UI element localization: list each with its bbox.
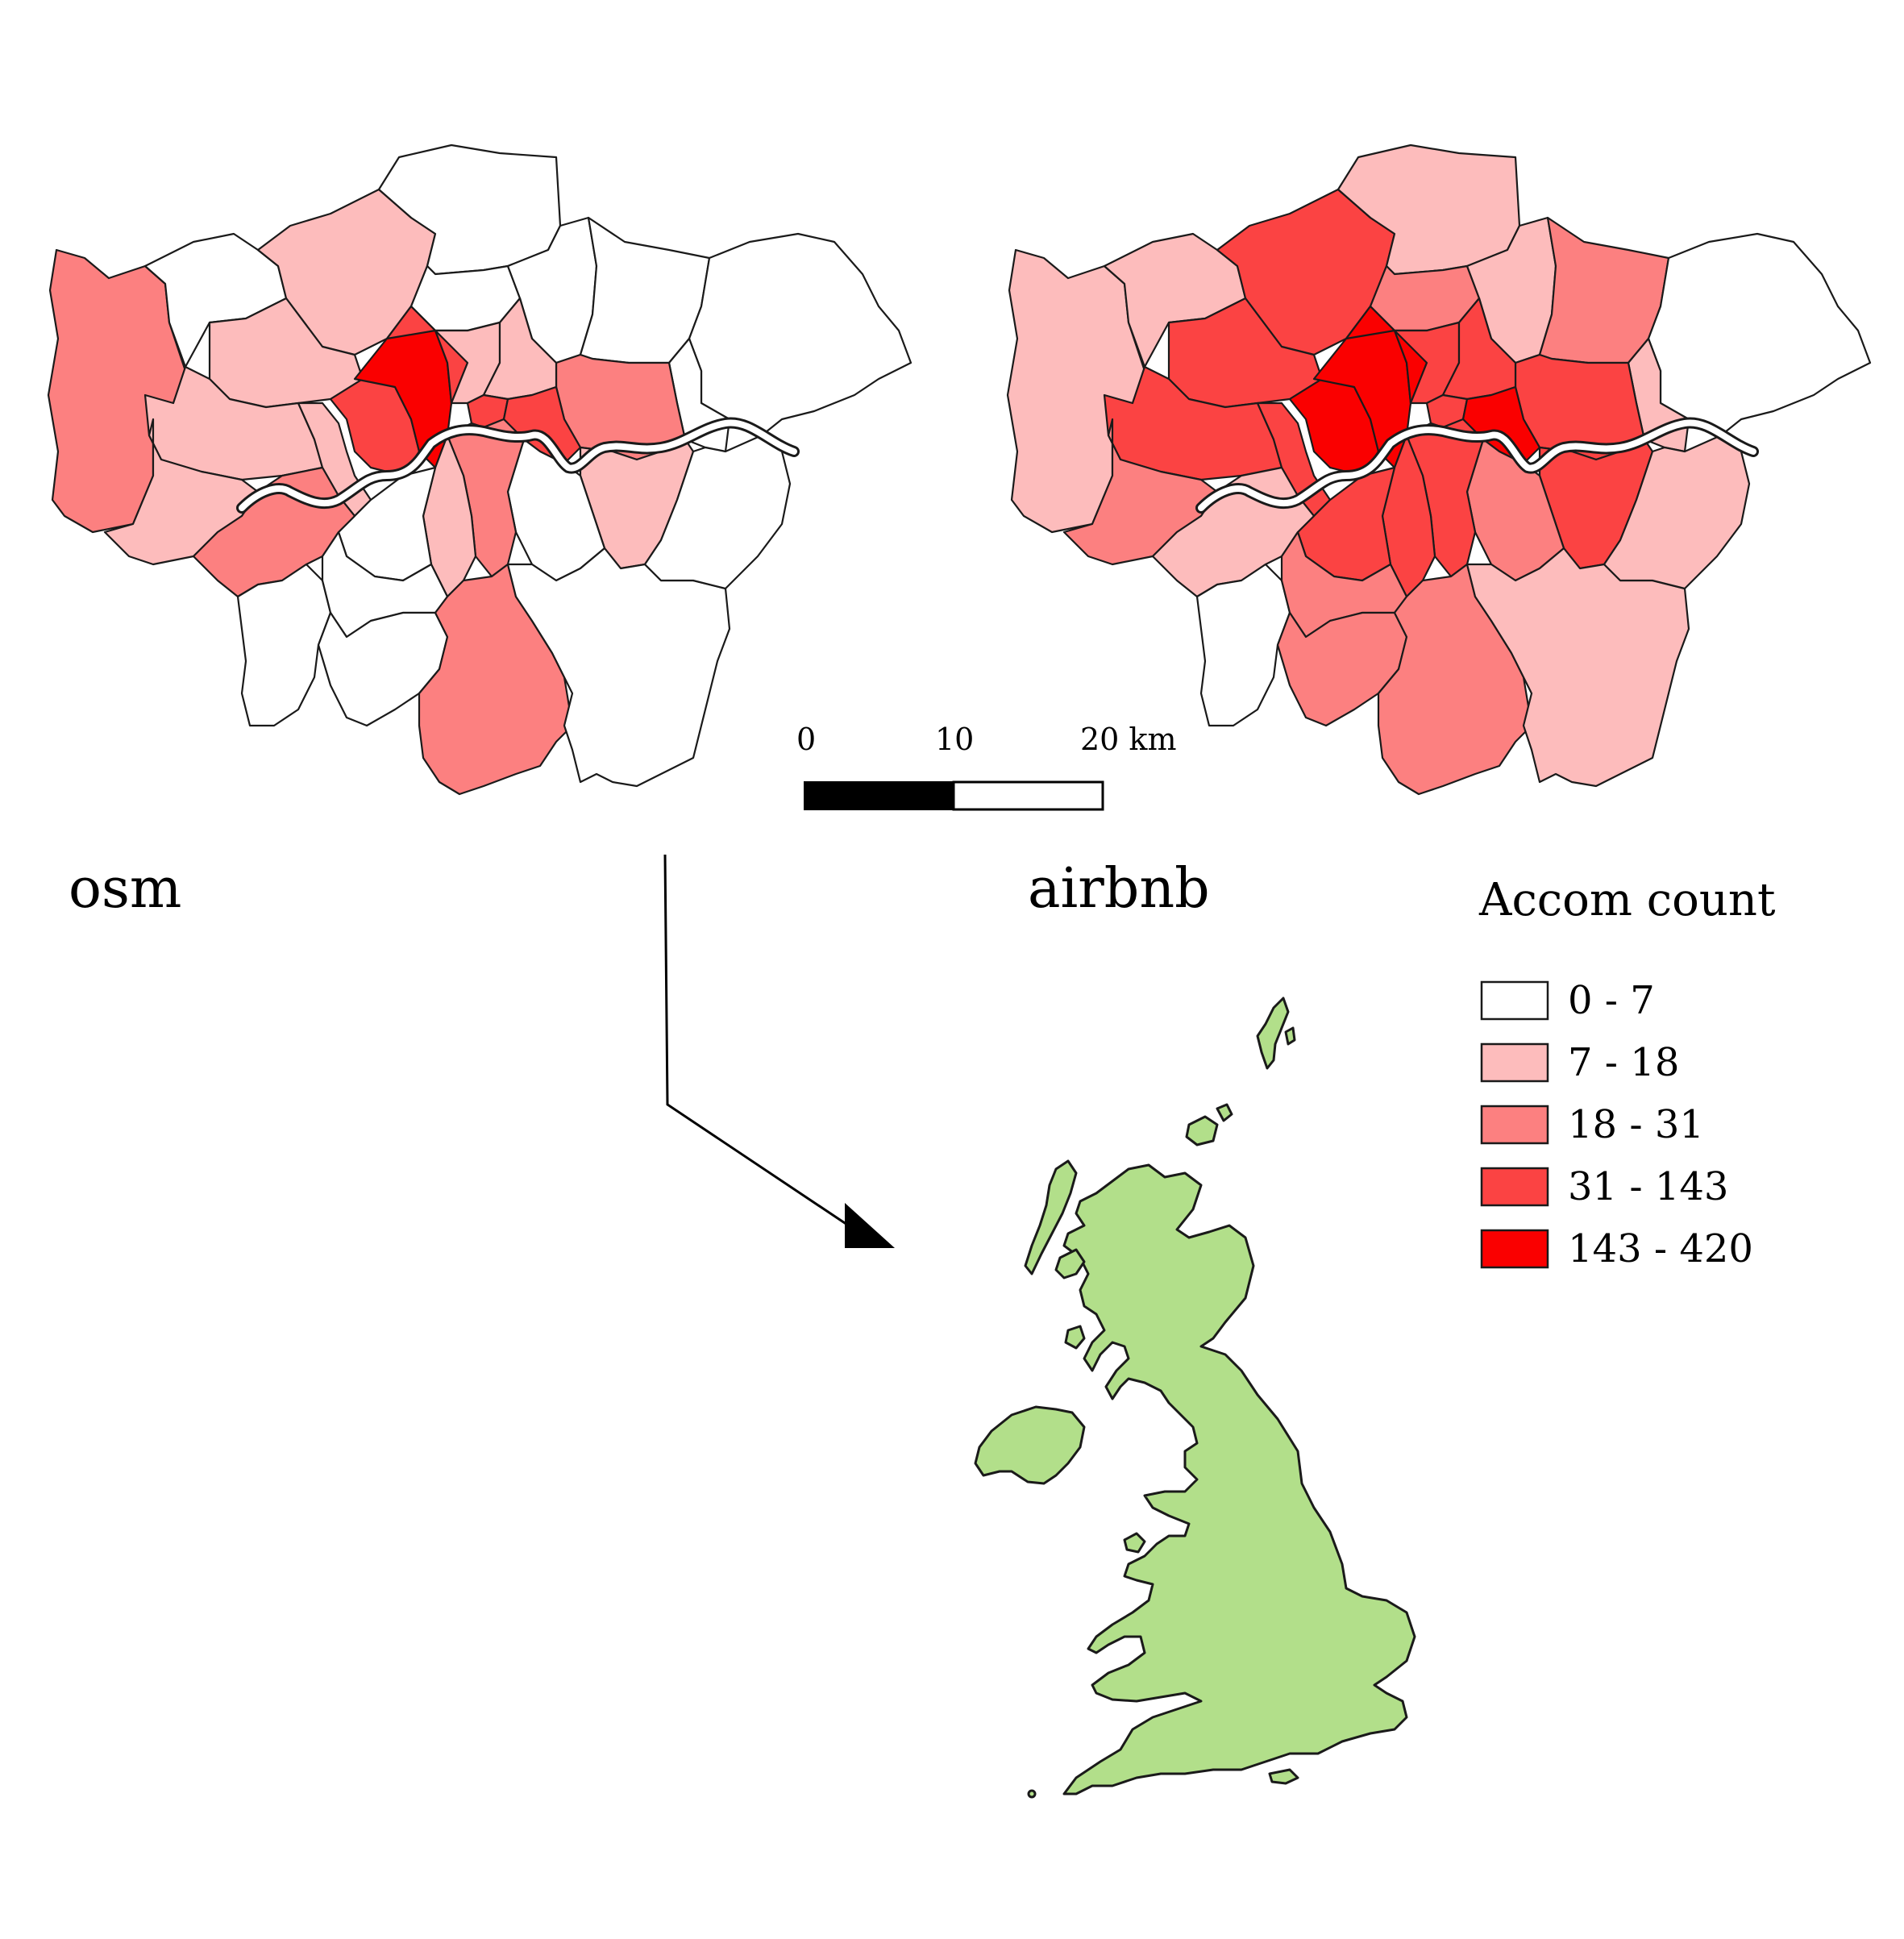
legend-swatch-0 xyxy=(1480,980,1549,1021)
scale-label-10: 10 xyxy=(935,722,974,757)
legend-label-3: 31 - 143 xyxy=(1568,1164,1728,1209)
map-osm xyxy=(47,144,913,796)
shetland-small-shape xyxy=(1284,1026,1296,1046)
scale-label-0: 0 xyxy=(796,722,816,757)
borough-havering xyxy=(688,232,913,437)
islay-shape xyxy=(1064,1325,1086,1350)
scilly-isles-shape xyxy=(1027,1789,1037,1799)
outer-hebrides-shape xyxy=(1024,1159,1078,1275)
borough-hounslow xyxy=(1062,418,1219,566)
borough-bromley xyxy=(1465,547,1690,788)
legend-label-4: 143 - 420 xyxy=(1568,1226,1753,1271)
map-airbnb xyxy=(1006,144,1872,796)
legend-title: Accom count xyxy=(1478,874,1776,926)
legend-item: 0 - 7 xyxy=(1480,978,1655,1023)
scale-label-20km: 20 km xyxy=(1080,722,1177,757)
legend-label-1: 7 - 18 xyxy=(1568,1040,1679,1085)
uk-inset-map xyxy=(974,997,1416,1799)
airbnb-map-title: airbnb xyxy=(1028,857,1210,921)
legend-item: 31 - 143 xyxy=(1480,1164,1728,1209)
legend: Accom count 0 - 7 7 - 18 18 - 31 31 - 14… xyxy=(1478,874,1776,1271)
legend-item: 7 - 18 xyxy=(1480,1040,1679,1085)
shetland-shape xyxy=(1256,997,1290,1070)
scale-bar: 0 10 20 km xyxy=(796,722,1177,811)
scale-bar-black-segment xyxy=(804,781,954,810)
anglesey-shape xyxy=(1123,1532,1146,1554)
borough-havering xyxy=(1647,232,1872,437)
osm-map-title: osm xyxy=(69,857,181,921)
borough-bexley xyxy=(643,434,792,590)
legend-swatch-3 xyxy=(1480,1167,1549,1207)
borough-hounslow xyxy=(103,418,260,566)
great-britain-shape xyxy=(1062,1163,1416,1795)
scale-bar-white-segment xyxy=(952,780,1104,811)
airbnb-boroughs xyxy=(1006,144,1872,796)
legend-item: 18 - 31 xyxy=(1480,1102,1704,1147)
borough-kingston xyxy=(1195,563,1291,727)
borough-bexley xyxy=(1603,434,1751,590)
borough-bromley xyxy=(506,547,731,788)
legend-label-0: 0 - 7 xyxy=(1568,978,1655,1023)
isle-of-wight-shape xyxy=(1268,1768,1299,1785)
legend-item: 143 - 420 xyxy=(1480,1226,1753,1271)
legend-swatch-1 xyxy=(1480,1042,1549,1083)
orkney-small-shape xyxy=(1216,1103,1233,1122)
northern-ireland-shape xyxy=(974,1405,1086,1485)
legend-label-2: 18 - 31 xyxy=(1568,1102,1704,1147)
osm-boroughs xyxy=(47,144,913,796)
legend-swatch-2 xyxy=(1480,1105,1549,1145)
inner-hebrides-shape xyxy=(1054,1248,1086,1279)
borough-kingston xyxy=(236,563,332,727)
legend-swatch-4 xyxy=(1480,1229,1549,1269)
orkney-shape xyxy=(1185,1115,1219,1146)
locator-arrow xyxy=(663,854,895,1248)
